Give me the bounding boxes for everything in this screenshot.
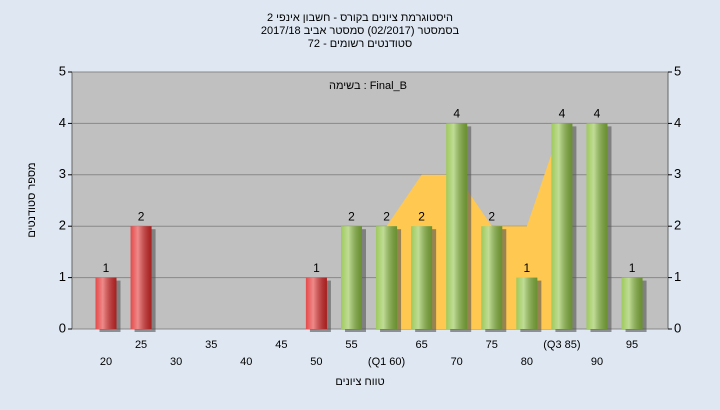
y2-tick-label: 1 (674, 269, 681, 284)
x-tick-label: 95 (626, 339, 638, 351)
y2-tick-label: 0 (674, 320, 681, 335)
bar-shade (516, 277, 538, 329)
bar-shade (481, 226, 503, 329)
x-tick-label: 50 (310, 356, 322, 368)
bar-shade (411, 226, 433, 329)
y-tick-label: 0 (59, 320, 66, 335)
data-label: 4 (559, 107, 566, 121)
x-axis-label: טווח ציונים (335, 376, 384, 388)
data-label: 1 (523, 261, 530, 275)
data-label: 2 (488, 209, 495, 223)
data-label: 2 (418, 209, 425, 223)
title-line: סטודנטים רשומים - 72 (308, 38, 412, 50)
x-tick-label: 70 (451, 356, 463, 368)
x-tick-label: (Q3 85) (543, 339, 580, 351)
y-tick-label: 5 (59, 63, 66, 78)
x-tick-label: 40 (240, 356, 252, 368)
y2-tick-label: 2 (674, 218, 681, 233)
data-label: 4 (594, 107, 601, 121)
y-tick-label: 1 (59, 269, 66, 284)
bar-shade (551, 123, 573, 330)
bar-shade (95, 277, 117, 329)
data-label: 4 (453, 107, 460, 121)
x-tick-label: 80 (521, 356, 533, 368)
data-label: 2 (383, 209, 390, 223)
x-tick-label: 20 (100, 356, 112, 368)
plot-area (71, 71, 669, 330)
y-tick-label: 3 (59, 166, 66, 181)
x-tick-label: 75 (486, 339, 498, 351)
annotation: בשימה : Final_B (329, 80, 407, 92)
y-axis-label: מספר סטודנטים (26, 162, 38, 237)
data-label: 2 (138, 209, 145, 223)
y2-tick-label: 4 (674, 115, 681, 130)
y-tick-label: 2 (59, 218, 66, 233)
bar-shade (376, 226, 398, 329)
data-label: 1 (103, 261, 110, 275)
x-tick-label: (Q1 60) (368, 356, 405, 368)
title-line: בסמסטר (02/2017) סמסטר אביב 2017/18 (261, 25, 460, 37)
title-line: היסטוגרמת ציונים בקורס - חשבון אינפי 2 (267, 12, 453, 24)
bar-shade (586, 123, 608, 330)
y2-tick-label: 5 (674, 63, 681, 78)
y2-tick-label: 3 (674, 166, 681, 181)
x-tick-label: 90 (591, 356, 603, 368)
x-tick-label: 65 (416, 339, 428, 351)
data-label: 1 (313, 261, 320, 275)
bar-shade (340, 226, 362, 329)
y-tick-label: 4 (59, 115, 66, 130)
x-tick-label: 35 (205, 339, 217, 351)
bar-shade (621, 277, 643, 329)
x-tick-label: 25 (135, 339, 147, 351)
data-label: 2 (348, 209, 355, 223)
x-tick-label: 45 (275, 339, 287, 351)
data-label: 1 (629, 261, 636, 275)
x-tick-label: 55 (345, 339, 357, 351)
bar-shade (305, 277, 327, 329)
bar-shade (130, 226, 152, 329)
bar-shade (446, 123, 468, 330)
x-tick-label: 30 (170, 356, 182, 368)
